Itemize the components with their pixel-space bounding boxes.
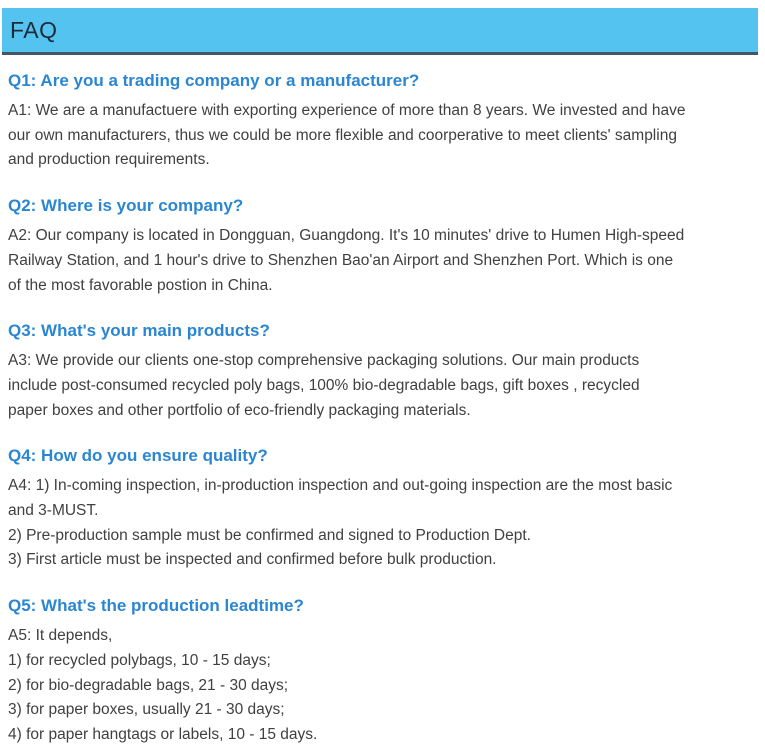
faq-answer-line: of the most favorable postion in China. [8, 276, 273, 294]
faq-list: Q1: Are you a trading company or a manuf… [0, 55, 765, 748]
faq-question: Q2: Where is your company? [8, 196, 244, 216]
faq-header: FAQ [2, 8, 758, 55]
faq-question: Q3: What's your main products? [8, 321, 270, 341]
faq-answer-line: 3) for paper boxes, usually 21 - 30 days… [8, 701, 285, 719]
faq-answer-line: A4: 1) In-coming inspection, in-producti… [8, 477, 673, 495]
faq-answer-line: our own manufacturers, thus we could be … [8, 126, 677, 144]
faq-answer-line: and production requirements. [8, 151, 210, 169]
faq-question: Q1: Are you a trading company or a manuf… [8, 71, 420, 90]
faq-section: Q2: Where is your company? A2: Our compa… [8, 196, 755, 298]
faq-answer-line: A1: We are a manufactuere with exporting… [8, 102, 686, 119]
faq-answer-line: A3: We provide our clients one-stop comp… [8, 352, 640, 370]
faq-answer-line: 4) for paper hangtags or labels, 10 - 15… [8, 725, 318, 743]
faq-answer-line: and 3-MUST. [8, 502, 99, 520]
faq-question: Q5: What's the production leadtime? [8, 596, 304, 616]
faq-answer-line: Railway Station, and 1 hour's drive to S… [8, 251, 674, 269]
faq-answer-line: 2) for bio-degradable bags, 21 - 30 days… [8, 676, 289, 694]
faq-question: Q4: How do you ensure quality? [8, 446, 268, 466]
faq-section: Q4: How do you ensure quality? A4: 1) In… [8, 446, 755, 573]
faq-answer: A4: 1) In-coming inspection, in-producti… [8, 474, 755, 573]
faq-section: Q5: What's the production leadtime? A5: … [8, 596, 755, 748]
faq-answer: A2: Our company is located in Dongguan, … [8, 224, 755, 298]
faq-answer-line: include post-consumed recycled poly bags… [8, 376, 640, 394]
faq-section: Q1: Are you a trading company or a manuf… [8, 71, 755, 173]
faq-answer-line: 1) for recycled polybags, 10 - 15 days; [8, 651, 271, 669]
page-title: FAQ [10, 16, 58, 43]
faq-answer-line: A2: Our company is located in Dongguan, … [8, 227, 685, 245]
faq-answer-line: 2) Pre-production sample must be confirm… [8, 526, 531, 544]
faq-answer: A1: We are a manufactuere with exporting… [8, 99, 755, 173]
faq-answer-line: paper boxes and other portfolio of eco-f… [8, 401, 471, 419]
faq-answer: A3: We provide our clients one-stop comp… [8, 349, 755, 423]
faq-answer-line: 3) First article must be inspected and c… [8, 551, 497, 569]
faq-answer: A5: It depends, 1) for recycled polybags,… [8, 624, 755, 748]
faq-section: Q3: What's your main products? A3: We pr… [8, 321, 755, 423]
faq-answer-line: A5: It depends, [8, 627, 113, 645]
